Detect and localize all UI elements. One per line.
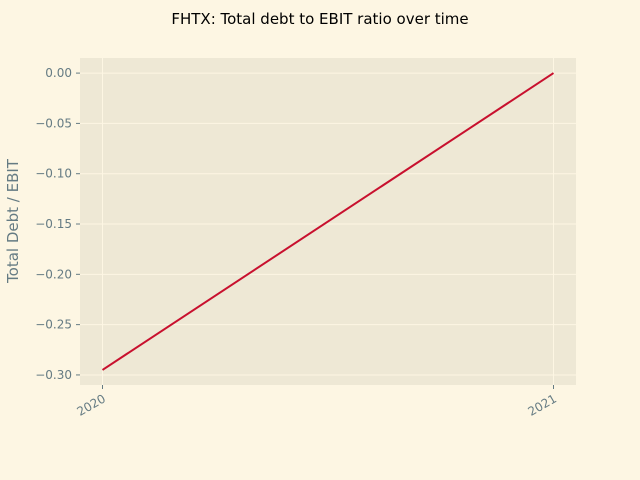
y-tick-label: −0.20 xyxy=(35,267,72,281)
y-axis: 0.00 −0.05 −0.10 −0.15 −0.20 −0.25 −0.30 xyxy=(35,66,80,382)
x-tick-label: 2021 xyxy=(526,391,559,418)
series-line xyxy=(101,72,555,371)
y-tick-label: 0.00 xyxy=(45,66,72,80)
y-tick-label: −0.30 xyxy=(35,368,72,382)
y-axis-label: Total Debt / EBIT xyxy=(4,158,22,284)
y-tick-label: −0.10 xyxy=(35,167,72,181)
y-tick-label: −0.25 xyxy=(35,318,72,332)
y-tick-label: −0.15 xyxy=(35,217,72,231)
x-axis: 2020 2021 xyxy=(75,385,559,419)
y-tick-label: −0.05 xyxy=(35,116,72,130)
x-tick-label: 2020 xyxy=(75,391,108,418)
chart-title: FHTX: Total debt to EBIT ratio over time xyxy=(171,10,468,28)
grid xyxy=(80,58,576,385)
